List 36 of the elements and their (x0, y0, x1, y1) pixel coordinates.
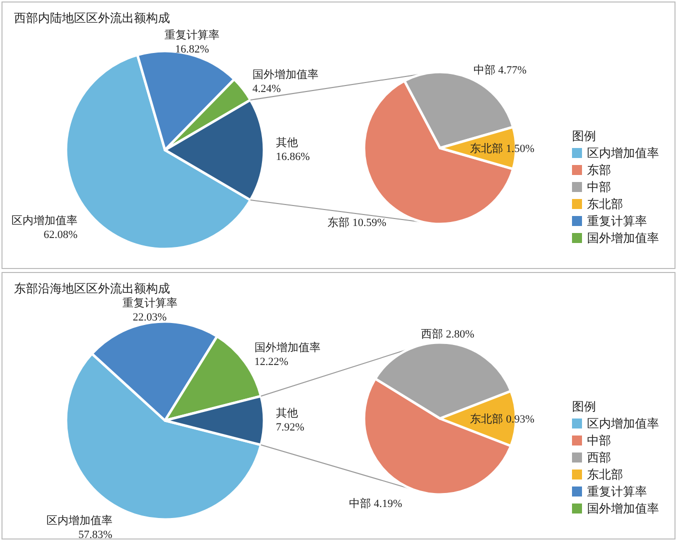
category-label: 中部 4.77% (473, 64, 527, 77)
slice-label: 区内增加值率 (46, 514, 112, 528)
legend-label: 东部 (587, 163, 611, 177)
chart-title: 东部沿海地区区外流出额构成 (14, 282, 170, 296)
slice-label: 国外增加值率 (254, 340, 320, 354)
slice-label: 重复计算率 (164, 28, 220, 42)
category-label: 东部 10.59% (328, 217, 386, 230)
slice-label: 其他 (276, 136, 298, 149)
category-label: 区内增加值率 (587, 416, 659, 430)
legend-title: 图例 (572, 129, 596, 143)
slice-label: 重复计算率 (122, 296, 178, 310)
legend-label: 中部 (587, 434, 611, 448)
category-label: 国外增加值率 (587, 231, 659, 245)
legend-label: 中部 (587, 180, 611, 194)
slice-label: 其他 (276, 406, 298, 420)
legend-label: 东北部 (587, 468, 623, 482)
legend-label: 东北部 (587, 197, 623, 211)
slice-label: 国外增加值率 (252, 68, 318, 81)
category-label: 重复计算率 (587, 214, 647, 228)
data-label: 57.83% (78, 529, 112, 541)
legend-title: 图例 (572, 400, 596, 414)
chart-title: 西部内陆地区区外流出额构成 (14, 11, 170, 25)
category-label: 重复计算率 (587, 484, 647, 498)
category-label: 中部 4.19% (349, 498, 402, 510)
data-label: 16.86% (276, 151, 310, 163)
data-label: 12.22% (254, 356, 288, 368)
data-label: 62.08% (44, 229, 78, 242)
category-label: 国外增加值率 (587, 502, 659, 516)
slice-label: 区内增加值率 (12, 214, 78, 228)
legend-label: 西部 (587, 450, 611, 464)
data-label: 16.82% (175, 43, 209, 56)
data-label: 22.03% (132, 312, 167, 324)
data-label: 7.92% (276, 422, 304, 434)
category-label: 西部 2.80% (421, 328, 474, 341)
category-label: 区内增加值率 (587, 146, 659, 160)
data-label: 4.24% (252, 82, 281, 95)
